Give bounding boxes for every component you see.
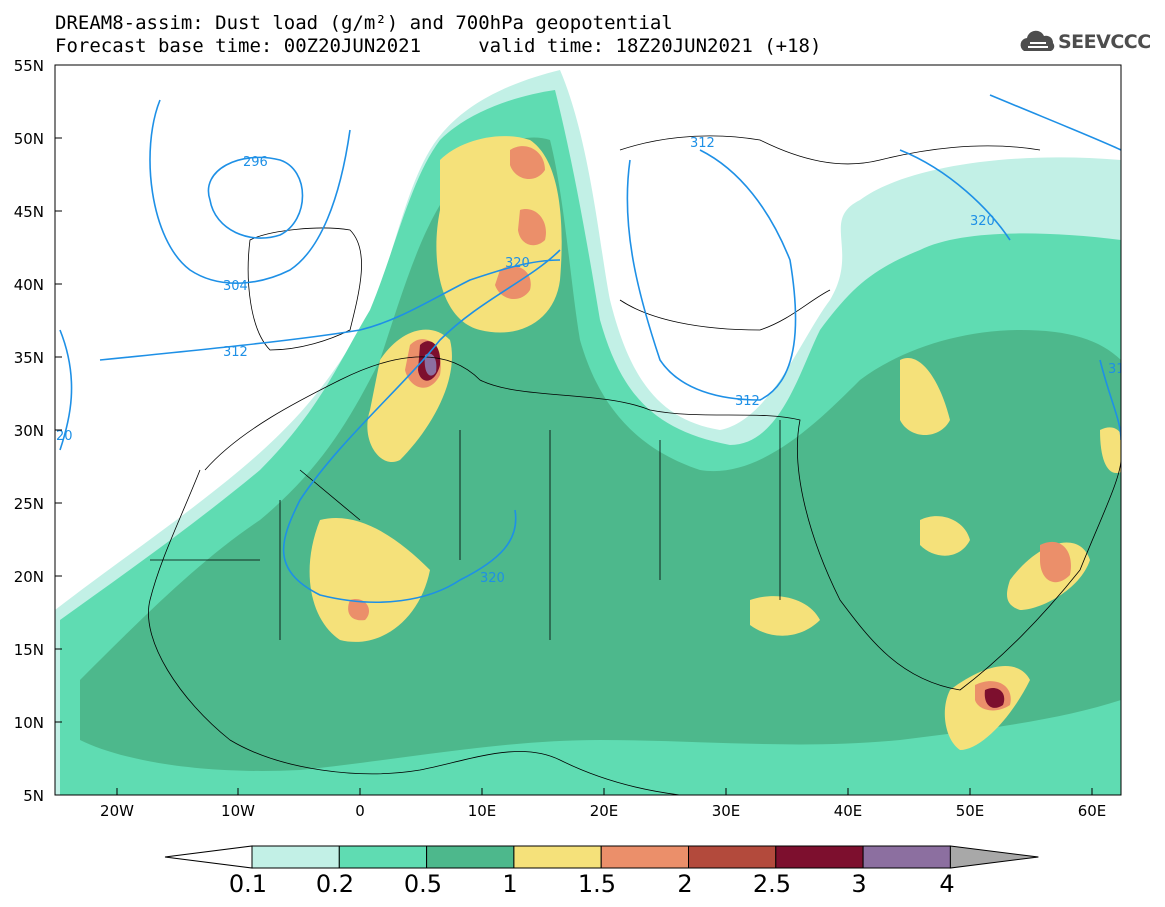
colorbar-label: 2.5 — [752, 870, 792, 898]
colorbar-box — [775, 845, 864, 869]
lon-label: 60E — [1077, 802, 1107, 820]
colorbar-label: 3 — [851, 870, 867, 898]
colorbar-box — [513, 845, 602, 869]
lon-label: 50E — [955, 802, 985, 820]
lon-label: 20W — [100, 802, 134, 820]
contour-label: 312 — [1108, 362, 1133, 377]
dust-field-orange — [348, 146, 1071, 711]
logo-text: SEEVCCC — [1058, 31, 1151, 53]
coastlines — [148, 135, 1121, 795]
lat-label: 30N — [13, 422, 44, 440]
colorbar-box — [251, 845, 340, 869]
colorbar-label: 0.1 — [228, 870, 268, 898]
contour-labels: 296 304 312 312 312 320 320 320 312 312 … — [56, 136, 1133, 586]
colorbar-label: 0.5 — [403, 870, 443, 898]
map-title: DREAM8-assim: Dust load (g/m²) and 700hP… — [55, 12, 673, 34]
contour-label: 304 — [223, 279, 248, 294]
colorbar-arrow-low — [164, 845, 253, 869]
contour-label: 20 — [56, 429, 73, 444]
colorbar-label: 1.5 — [577, 870, 617, 898]
colorbar-box — [600, 845, 690, 869]
lat-label: 55N — [13, 57, 44, 75]
contour-label: 320 — [480, 571, 505, 586]
map-subtitle: Forecast base time: 00Z20JUN2021 valid t… — [55, 35, 822, 57]
colorbar-arrow-high — [949, 845, 1039, 869]
geopotential-contours — [59, 94, 1121, 603]
lat-label: 25N — [13, 495, 44, 513]
lat-label: 5N — [23, 787, 44, 805]
contour-label: 296 — [243, 155, 268, 170]
lat-label: 10N — [13, 714, 44, 732]
contour-label: 312 — [223, 345, 248, 360]
contour-label: 320 — [505, 256, 530, 271]
lat-label: 20N — [13, 568, 44, 586]
lon-label: 30E — [711, 802, 741, 820]
colorbar-box — [688, 845, 777, 869]
lat-label: 40N — [13, 276, 44, 294]
axis-ticks — [55, 64, 1093, 795]
lat-label: 45N — [13, 203, 44, 221]
contour-label: 312 — [690, 136, 715, 151]
contour-label: 320 — [970, 214, 995, 229]
colorbar-label: 4 — [939, 870, 955, 898]
lat-label: 35N — [13, 349, 44, 367]
colorbar-box — [862, 845, 951, 869]
dust-field-purple — [424, 353, 437, 376]
lat-label: 50N — [13, 130, 44, 148]
colorbar-label: 2 — [677, 870, 693, 898]
lon-label: 10E — [467, 802, 497, 820]
cloud-icon — [1020, 30, 1055, 51]
lat-label: 15N — [13, 641, 44, 659]
colorbar-box — [426, 845, 515, 869]
colorbar-label: 0.2 — [315, 870, 355, 898]
colorbar-label: 1 — [502, 870, 518, 898]
lon-label: 40E — [833, 802, 863, 820]
lon-label: 0 — [355, 802, 365, 820]
lon-label: 20E — [589, 802, 619, 820]
lon-label: 10W — [221, 802, 255, 820]
contour-label: 312 — [735, 394, 760, 409]
colorbar-box — [338, 845, 428, 869]
